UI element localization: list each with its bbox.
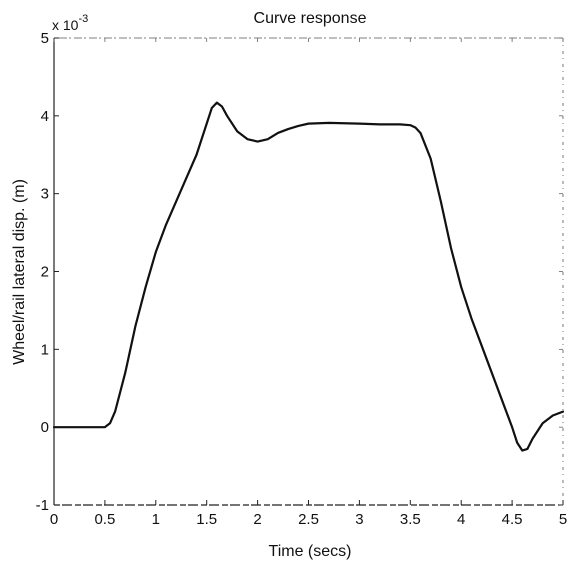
y-tick-label: 5 bbox=[41, 30, 49, 47]
plot-frame-group bbox=[53, 37, 564, 506]
y-tick-label: -1 bbox=[36, 497, 49, 514]
x-tick-label: 4 bbox=[457, 511, 465, 528]
y-tick-label: 1 bbox=[41, 341, 49, 358]
y-multiplier-exponent: -3 bbox=[78, 13, 88, 25]
x-tick-label: 5 bbox=[559, 511, 567, 528]
x-tick-label: 1 bbox=[152, 511, 160, 528]
x-tick-label: 0.5 bbox=[94, 511, 115, 528]
x-tick-label: 2.5 bbox=[298, 511, 319, 528]
series-line bbox=[52, 101, 565, 452]
series-group bbox=[52, 101, 565, 452]
x-tick-label: 0 bbox=[50, 511, 58, 528]
x-tick-label: 2 bbox=[253, 511, 261, 528]
chart-title: Curve response bbox=[254, 10, 367, 27]
y-multiplier-base: x 10 bbox=[52, 17, 79, 33]
x-tick-label: 3.5 bbox=[400, 511, 421, 528]
x-tick-label: 1.5 bbox=[196, 511, 217, 528]
x-axis-label: Time (secs) bbox=[269, 543, 352, 560]
y-tick-label: 3 bbox=[41, 186, 49, 203]
x-tick-label: 4.5 bbox=[502, 511, 523, 528]
y-axis-label: Wheel/rail lateral disp. (m) bbox=[11, 179, 28, 365]
y-axis-multiplier: x 10-3 bbox=[52, 13, 88, 33]
y-tick-label: 4 bbox=[41, 108, 49, 125]
y-tick-label: 2 bbox=[41, 264, 49, 281]
y-tick-label: 0 bbox=[41, 419, 49, 436]
text-group: Curve response Time (secs) Wheel/rail la… bbox=[11, 10, 367, 560]
x-tick-label: 3 bbox=[355, 511, 363, 528]
